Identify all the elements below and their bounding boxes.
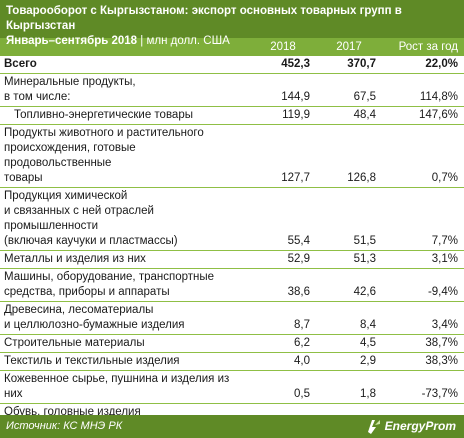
row-label: Древесина, лесоматериалы и целлюлозно-бу… — [0, 301, 250, 335]
value-2018: 52,9 — [250, 250, 316, 269]
value-2018: 119,9 — [250, 106, 316, 125]
table-row: Кожевенное сырье, пушнина и изделия из н… — [0, 370, 464, 404]
row-label: Текстиль и текстильные изделия — [0, 352, 250, 371]
table-row: Машины, оборудование, транспортные средс… — [0, 268, 464, 302]
value-growth: 22,0% — [382, 56, 464, 74]
row-label: Продукция химической и связанных с ней о… — [0, 187, 250, 251]
title-line2: Январь–сентябрь 2018 | млн долл. США — [6, 34, 458, 49]
logo-text: EnergyProm — [384, 419, 456, 433]
energyprom-logo-icon — [367, 420, 380, 434]
col-header-2017: 2017 — [316, 38, 382, 56]
value-2018: 144,9 — [250, 73, 316, 107]
unit-label: | млн долл. США — [137, 35, 230, 47]
table-row: Топливно-энергетические товары 119,9 48,4 1… — [0, 106, 464, 125]
value-2017: 1,8 — [316, 370, 382, 404]
value-2018: 8,7 — [250, 301, 316, 335]
value-growth: -73,7% — [382, 370, 464, 404]
value-growth: 114,8% — [382, 73, 464, 107]
value-growth: -9,4% — [382, 268, 464, 302]
export-table: 2018 2017 Рост за год Всего 452,3 370,7 22,… — [0, 38, 464, 438]
value-2018: 55,4 — [250, 187, 316, 251]
value-growth: 38,3% — [382, 352, 464, 371]
table-row: Текстиль и текстильные изделия 4,0 2,9 38,3… — [0, 352, 464, 371]
value-2018: 127,7 — [250, 124, 316, 188]
source-text: Источник: КС МНЭ РК — [6, 420, 123, 432]
row-label: Строительные материалы — [0, 334, 250, 353]
value-2017: 51,3 — [316, 250, 382, 269]
value-growth: 3,4% — [382, 301, 464, 335]
header: Товарооборот с Кыргызстаном: экспорт осн… — [0, 0, 464, 47]
value-growth: 147,6% — [382, 106, 464, 125]
value-2018: 4,0 — [250, 352, 316, 371]
value-2017: 51,5 — [316, 187, 382, 251]
table-row: Продукция химической и связанных с ней о… — [0, 187, 464, 251]
footer: Источник: КС МНЭ РК EnergyProm — [0, 415, 464, 438]
value-2017: 67,5 — [316, 73, 382, 107]
period-label: Январь–сентябрь 2018 — [6, 35, 138, 47]
value-2017: 42,6 — [316, 268, 382, 302]
value-growth: 0,7% — [382, 124, 464, 188]
value-growth: 7,7% — [382, 187, 464, 251]
value-2018: 0,5 — [250, 370, 316, 404]
col-header-2018: 2018 — [250, 38, 316, 56]
col-header-label — [0, 38, 250, 56]
row-label: Продукты животного и растительного проис… — [0, 124, 250, 188]
value-growth: 38,7% — [382, 334, 464, 353]
table-row: Всего 452,3 370,7 22,0% — [0, 56, 464, 74]
value-2018: 38,6 — [250, 268, 316, 302]
title-line1: Товарооборот с Кыргызстаном: экспорт осн… — [6, 5, 402, 32]
value-2017: 48,4 — [316, 106, 382, 125]
row-label: Топливно-энергетические товары — [0, 106, 250, 125]
value-growth: 3,1% — [382, 250, 464, 269]
row-label: Минеральные продукты, в том числе: — [0, 73, 250, 107]
value-2017: 2,9 — [316, 352, 382, 371]
table-row: Металлы и изделия из них 52,9 51,3 3,1% — [0, 250, 464, 269]
table-row: Строительные материалы 6,2 4,5 38,7% — [0, 334, 464, 353]
value-2017: 126,8 — [316, 124, 382, 188]
table-row: Продукты животного и растительного проис… — [0, 124, 464, 188]
row-label: Всего — [0, 56, 250, 74]
row-label: Машины, оборудование, транспортные средс… — [0, 268, 250, 302]
table-header-row: 2018 2017 Рост за год — [0, 38, 464, 56]
value-2017: 8,4 — [316, 301, 382, 335]
table-row: Древесина, лесоматериалы и целлюлозно-бу… — [0, 301, 464, 335]
value-2018: 452,3 — [250, 56, 316, 74]
value-2017: 4,5 — [316, 334, 382, 353]
col-header-growth: Рост за год — [382, 38, 464, 56]
logo: EnergyProm — [366, 418, 456, 434]
table-body: Всего 452,3 370,7 22,0% Минеральные продукты… — [0, 56, 464, 438]
value-2017: 370,7 — [316, 56, 382, 74]
row-label: Металлы и изделия из них — [0, 250, 250, 269]
table-row: Минеральные продукты, в том числе: 144,9 6… — [0, 73, 464, 107]
value-2018: 6,2 — [250, 334, 316, 353]
row-label: Кожевенное сырье, пушнина и изделия из н… — [0, 370, 250, 404]
